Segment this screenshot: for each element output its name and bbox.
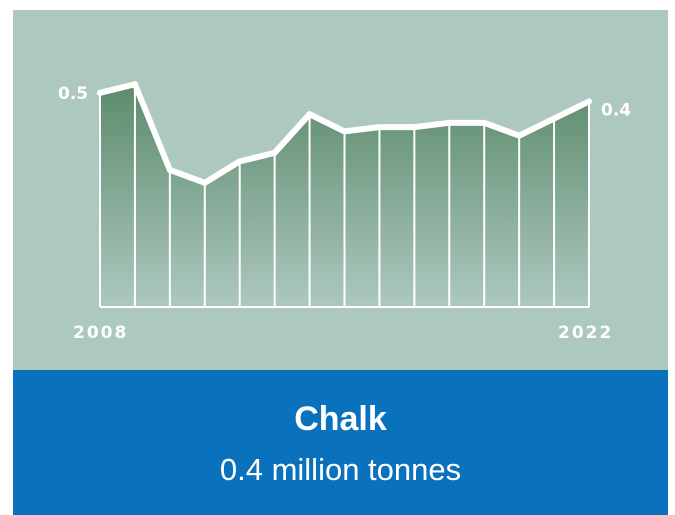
- data-point-2021: [551, 115, 558, 122]
- data-point-2019: [481, 119, 488, 126]
- data-point-2018: [446, 119, 453, 126]
- start-value-label: 0.5: [58, 84, 88, 104]
- data-point-2012: [236, 158, 243, 165]
- data-point-2008: [97, 89, 103, 96]
- caption-banner: Chalk 0.4 million tonnes: [13, 370, 668, 515]
- end-value-label: 0.4: [601, 100, 631, 120]
- data-point-2011: [201, 179, 208, 186]
- data-point-2017: [411, 124, 418, 131]
- chart-card: 0.5 0.4 2008 2022 Chalk 0.4 million tonn…: [13, 10, 668, 515]
- x-tick-label-end: 2022: [558, 323, 613, 343]
- data-point-2022: [586, 98, 592, 105]
- chart-panel: 0.5 0.4 2008 2022: [13, 10, 668, 370]
- material-quantity: 0.4 million tonnes: [219, 452, 462, 487]
- data-point-2014: [306, 111, 313, 118]
- data-point-2016: [376, 124, 383, 131]
- data-point-2010: [166, 166, 173, 173]
- data-point-2013: [271, 149, 278, 156]
- data-point-2009: [131, 81, 138, 88]
- data-point-2020: [516, 132, 523, 139]
- x-tick-label-start: 2008: [73, 323, 128, 343]
- data-point-2015: [341, 128, 348, 135]
- area-chart: 0.5 0.4 2008 2022: [58, 81, 631, 343]
- material-title: Chalk: [294, 400, 387, 438]
